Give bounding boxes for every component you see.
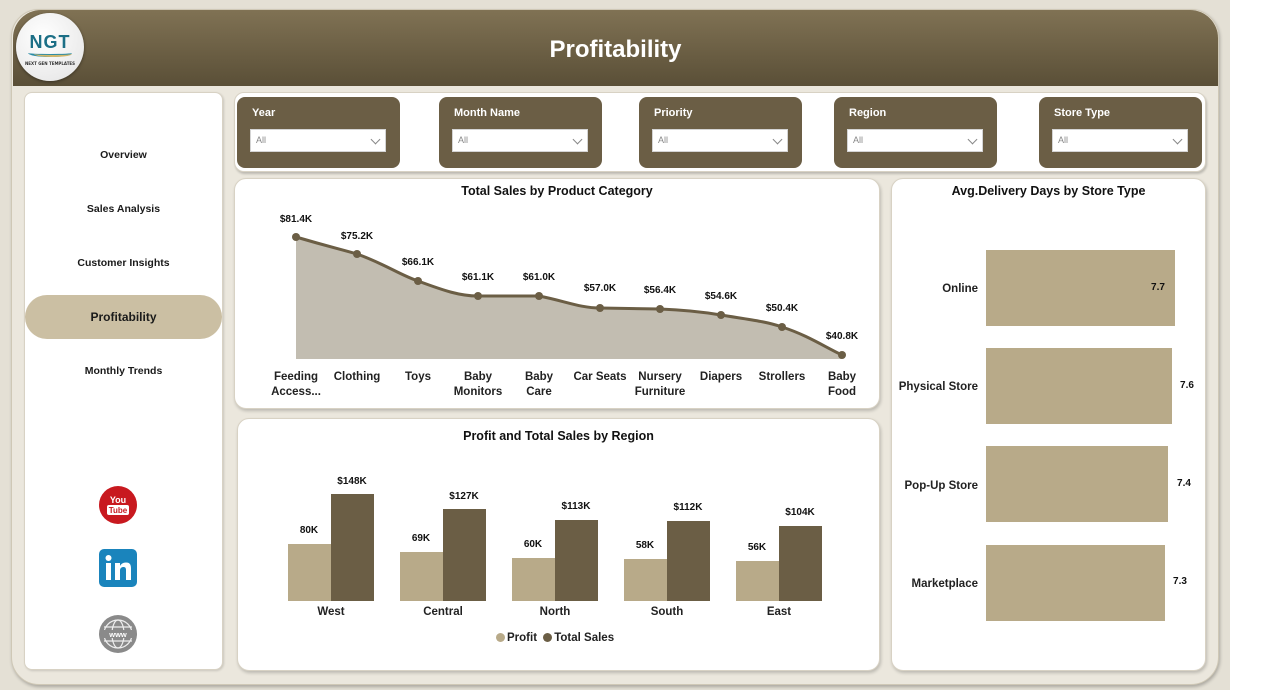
ngt-logo: NGT NEXT GEN TEMPLATES	[16, 13, 84, 81]
bar-sales-north[interactable]	[555, 520, 598, 601]
filter-month-name: Month Name All	[439, 97, 602, 168]
legend-dot-profit-icon	[496, 633, 505, 642]
bar-profit-central[interactable]	[400, 552, 443, 601]
bar-physical-store[interactable]	[986, 348, 1172, 424]
sidebar-item-customer-insights[interactable]: Customer Insights	[77, 257, 170, 269]
bar-profit-east[interactable]	[736, 561, 779, 601]
bar-profit-south[interactable]	[624, 559, 667, 601]
store-type-dropdown[interactable]: All	[1052, 129, 1188, 152]
sidebar-nav: Overview Sales Analysis Customer Insight…	[24, 92, 223, 670]
chevron-down-icon	[967, 134, 978, 145]
sales-by-category-card: Total Sales by Product Category $81.4K $…	[234, 178, 880, 409]
bar-pop-up-store[interactable]	[986, 446, 1168, 522]
bar-sales-south[interactable]	[667, 521, 710, 601]
filter-region: Region All	[834, 97, 997, 168]
chevron-down-icon	[772, 134, 783, 145]
bar-sales-central[interactable]	[443, 509, 486, 601]
www-globe-icon[interactable]: www	[98, 614, 138, 654]
chevron-down-icon	[370, 134, 381, 145]
linkedin-icon[interactable]	[98, 548, 138, 588]
svg-text:You: You	[110, 495, 126, 505]
bar-sales-west[interactable]	[331, 494, 374, 601]
sidebar-item-monthly-trends[interactable]: Monthly Trends	[84, 365, 163, 377]
bar-profit-north[interactable]	[512, 558, 555, 601]
bar-sales-east[interactable]	[779, 526, 822, 601]
header-bar: Profitability	[13, 10, 1218, 86]
svg-text:www: www	[108, 630, 127, 639]
sales-area-chart	[292, 233, 846, 359]
bar-profit-west[interactable]	[288, 544, 331, 601]
svg-text:Tube: Tube	[109, 506, 128, 515]
chevron-down-icon	[572, 134, 583, 145]
profit-sales-by-region-card: Profit and Total Sales by Region 80K $14…	[237, 418, 880, 671]
priority-dropdown[interactable]: All	[652, 129, 788, 152]
month-name-dropdown[interactable]: All	[452, 129, 588, 152]
filter-year: Year All	[237, 97, 400, 168]
delivery-days-card: Avg.Delivery Days by Store Type Online 7…	[891, 178, 1206, 671]
year-dropdown[interactable]: All	[250, 129, 386, 152]
page-title: Profitability	[549, 36, 682, 63]
sidebar-item-profitability[interactable]: Profitability	[25, 295, 222, 339]
region-dropdown[interactable]: All	[847, 129, 983, 152]
chart-legend: Profit Total Sales	[496, 632, 614, 644]
filter-priority: Priority All	[639, 97, 802, 168]
filter-bar: Year All Month Name All Priority All Reg…	[234, 92, 1206, 172]
bar-marketplace[interactable]	[986, 545, 1165, 621]
sidebar-item-sales-analysis[interactable]: Sales Analysis	[86, 203, 161, 215]
bar-online[interactable]	[986, 250, 1175, 326]
filter-store-type: Store Type All	[1039, 97, 1202, 168]
chevron-down-icon	[1172, 134, 1183, 145]
legend-dot-sales-icon	[543, 633, 553, 642]
sidebar-item-overview[interactable]: Overview	[100, 149, 147, 161]
youtube-icon[interactable]: You Tube	[98, 485, 138, 525]
